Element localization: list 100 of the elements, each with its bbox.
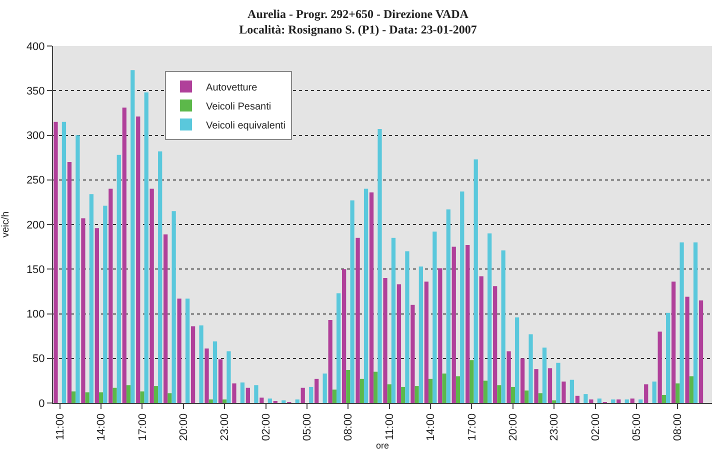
bar (98, 392, 104, 403)
bar (378, 129, 382, 403)
bar (575, 396, 580, 403)
bar (401, 386, 406, 403)
bar (150, 188, 154, 403)
y-tick-label: 100 (26, 308, 45, 321)
x-tick-label: 14:00 (96, 413, 108, 441)
y-tick-label: 50 (32, 353, 45, 366)
bar (497, 385, 502, 403)
bar (94, 228, 99, 403)
bar (212, 341, 218, 403)
bar (369, 192, 374, 403)
bar (222, 399, 227, 403)
x-tick-label: 08:00 (672, 413, 684, 441)
bar (199, 325, 204, 403)
bar (246, 388, 250, 403)
bar (268, 398, 272, 403)
bar (589, 399, 594, 403)
bar (54, 122, 58, 403)
x-tick-label: 23:00 (219, 413, 232, 441)
bar (282, 400, 286, 403)
bar (597, 398, 602, 403)
x-tick-label: 20:00 (178, 413, 190, 441)
bar (226, 351, 231, 403)
bar (570, 380, 574, 403)
bar (140, 391, 144, 403)
bar (154, 386, 158, 403)
bar (483, 380, 488, 403)
bar (414, 386, 419, 403)
bar (364, 188, 368, 403)
bar (396, 284, 402, 403)
y-tick-label: 250 (26, 174, 45, 187)
bar (456, 376, 460, 403)
bar (103, 206, 108, 403)
bar (501, 250, 506, 403)
bar (548, 368, 552, 403)
y-tick-label: 350 (26, 85, 45, 98)
bar (144, 92, 148, 403)
bar (616, 399, 621, 403)
x-tick-label: 17:00 (136, 413, 149, 441)
x-tick-label: 11:00 (54, 413, 66, 440)
bar (528, 334, 533, 403)
legend-label: Veicoli equivalenti (206, 120, 286, 132)
bar (81, 218, 86, 403)
bar (336, 293, 341, 403)
bar (418, 266, 423, 403)
bar (383, 278, 388, 403)
legend-label: Autovetture (206, 82, 258, 94)
bar (332, 390, 337, 403)
bar (680, 242, 684, 403)
bar (218, 359, 223, 403)
bar (168, 393, 172, 403)
chart-subtitle: Località: Rosignano S. (P1) - Data: 23-01-2007 (239, 22, 477, 37)
bar (177, 298, 182, 403)
bar (630, 398, 634, 403)
bar (638, 399, 643, 403)
bar (190, 326, 196, 403)
bar (685, 296, 690, 403)
bar (62, 122, 66, 403)
bar (466, 245, 470, 403)
bar (322, 374, 327, 403)
bar (164, 234, 168, 403)
bar (493, 286, 498, 403)
bar (584, 394, 588, 403)
bar (470, 360, 474, 403)
bar (356, 238, 360, 403)
x-tick-label: 17:00 (466, 413, 478, 441)
bar (542, 348, 547, 403)
bar (698, 300, 704, 403)
y-tick-label: 200 (26, 219, 45, 232)
bar (658, 332, 662, 403)
y-tick-label: 300 (26, 130, 45, 142)
bar (538, 393, 542, 403)
bar (374, 372, 378, 403)
bar (611, 399, 616, 403)
bar (666, 312, 670, 403)
bar (662, 394, 666, 403)
bar (432, 232, 437, 403)
bar (562, 382, 566, 403)
bar (479, 276, 484, 403)
bar (405, 251, 410, 403)
bar (534, 369, 538, 403)
bar (136, 116, 140, 403)
bar (85, 392, 90, 403)
bar (240, 382, 245, 403)
bar (185, 298, 190, 403)
bar (552, 400, 556, 403)
bar (232, 383, 236, 403)
bar (314, 378, 319, 403)
x-tick-label: 08:00 (342, 413, 355, 441)
bar (76, 135, 80, 403)
bar (300, 388, 305, 403)
bar (309, 386, 314, 403)
x-tick-label: 05:00 (631, 413, 644, 441)
bar (488, 233, 492, 403)
x-tick-label: 20:00 (508, 413, 520, 441)
x-tick-label: 02:00 (590, 413, 602, 441)
bar (474, 159, 478, 403)
bar (424, 282, 428, 403)
bar (89, 194, 94, 403)
